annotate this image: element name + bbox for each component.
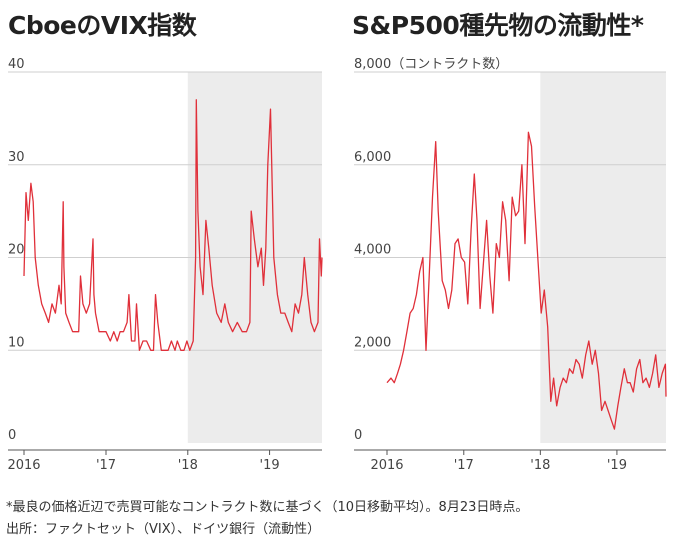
x-tick-label: '18 bbox=[530, 458, 550, 473]
x-tick-label: '18 bbox=[178, 458, 198, 473]
y-tick-label: 6,000 bbox=[354, 150, 391, 165]
y-tick-label: 40 bbox=[8, 57, 25, 72]
y-tick-label: 0 bbox=[8, 428, 16, 443]
y-tick-label: 30 bbox=[8, 150, 25, 165]
y-tick-label: 0 bbox=[354, 428, 362, 443]
y-tick-label: 4,000 bbox=[354, 243, 391, 258]
liquidity-chart-title: S&P500種先物の流動性* bbox=[352, 11, 644, 40]
series-line bbox=[386, 131, 667, 430]
x-tick-label: '19 bbox=[260, 458, 280, 473]
liquidity-chart: 8,000（コントラクト数） 6,000 4,000 2,000 0 2016 '17 '18… bbox=[354, 57, 667, 473]
series-line bbox=[23, 99, 323, 351]
x-tick-label: '19 bbox=[607, 458, 627, 473]
x-tick-label: 2016 bbox=[7, 458, 40, 473]
vix-chart-title: CboeのVIX指数 bbox=[8, 11, 197, 40]
footnote: *最良の価格近辺で売買可能なコントラクト数に基づく（10日移動平均）。8月23日… bbox=[6, 500, 529, 515]
y-tick-label: 8,000（コントラクト数） bbox=[354, 57, 508, 72]
y-tick-label: 20 bbox=[8, 243, 25, 258]
vix-chart: 40 30 20 10 0 2016 '17 '18 '19 bbox=[7, 57, 323, 473]
x-tick-label: 2016 bbox=[370, 458, 403, 473]
x-tick-label: '17 bbox=[96, 458, 116, 473]
source-note: 出所：ファクトセット（VIX）、ドイツ銀行（流動性） bbox=[6, 522, 321, 537]
y-tick-label: 2,000 bbox=[354, 335, 391, 350]
x-tick-label: '17 bbox=[454, 458, 474, 473]
y-tick-label: 10 bbox=[8, 335, 25, 350]
